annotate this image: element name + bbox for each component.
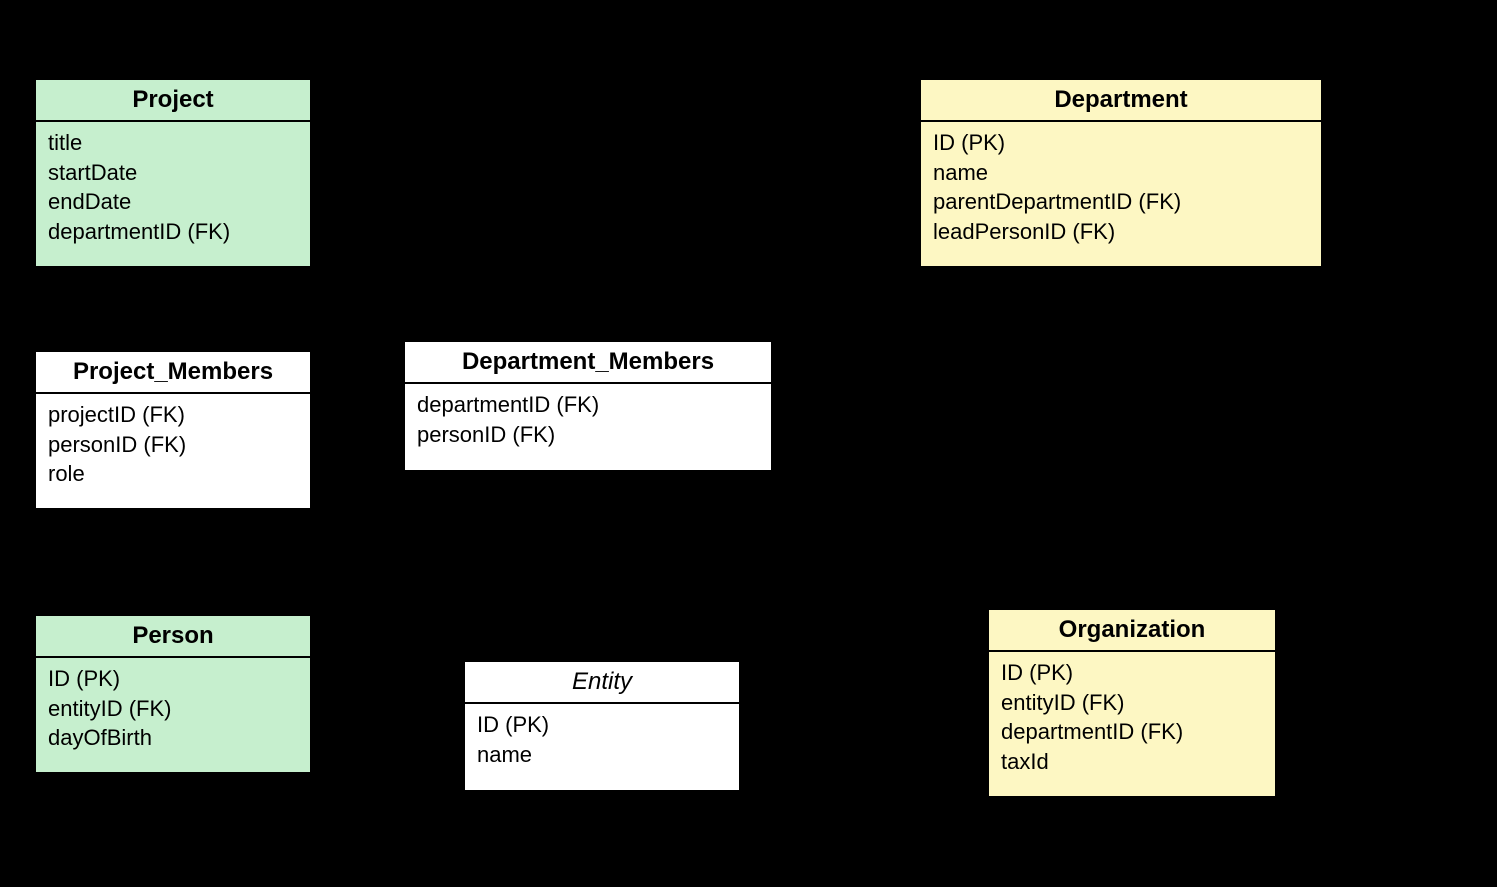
entity-attr: dayOfBirth	[48, 723, 298, 753]
entity-project-title: Project	[36, 80, 310, 122]
entity-attr: ID (PK)	[48, 664, 298, 694]
entity-project-members-title: Project_Members	[36, 352, 310, 394]
entity-entity: Entity ID (PK) name	[463, 660, 741, 792]
entity-attr: taxId	[1001, 747, 1263, 777]
entity-attr: personID (FK)	[417, 420, 759, 450]
entity-person-attrs: ID (PK) entityID (FK) dayOfBirth	[36, 658, 310, 763]
entity-entity-title: Entity	[465, 662, 739, 704]
entity-attr: entityID (FK)	[1001, 688, 1263, 718]
entity-attr: departmentID (FK)	[48, 217, 298, 247]
entity-attr: parentDepartmentID (FK)	[933, 187, 1309, 217]
entity-person: Person ID (PK) entityID (FK) dayOfBirth	[34, 614, 312, 774]
entity-department-members-title: Department_Members	[405, 342, 771, 384]
entity-project-members-attrs: projectID (FK) personID (FK) role	[36, 394, 310, 499]
entity-attr: entityID (FK)	[48, 694, 298, 724]
entity-organization-attrs: ID (PK) entityID (FK) departmentID (FK) …	[989, 652, 1275, 787]
entity-project: Project title startDate endDate departme…	[34, 78, 312, 268]
entity-attr: startDate	[48, 158, 298, 188]
entity-person-title: Person	[36, 616, 310, 658]
entity-organization: Organization ID (PK) entityID (FK) depar…	[987, 608, 1277, 798]
entity-department-members-attrs: departmentID (FK) personID (FK)	[405, 384, 771, 459]
entity-project-attrs: title startDate endDate departmentID (FK…	[36, 122, 310, 257]
entity-organization-title: Organization	[989, 610, 1275, 652]
entity-attr: departmentID (FK)	[417, 390, 759, 420]
entity-project-members: Project_Members projectID (FK) personID …	[34, 350, 312, 510]
entity-attr: projectID (FK)	[48, 400, 298, 430]
entity-attr: ID (PK)	[477, 710, 727, 740]
entity-attr: title	[48, 128, 298, 158]
entity-department: Department ID (PK) name parentDepartment…	[919, 78, 1323, 268]
entity-attr: personID (FK)	[48, 430, 298, 460]
entity-attr: ID (PK)	[1001, 658, 1263, 688]
entity-attr: name	[477, 740, 727, 770]
er-diagram-canvas: Project title startDate endDate departme…	[0, 0, 1497, 887]
entity-attr: departmentID (FK)	[1001, 717, 1263, 747]
entity-department-members: Department_Members departmentID (FK) per…	[403, 340, 773, 472]
entity-attr: ID (PK)	[933, 128, 1309, 158]
entity-department-attrs: ID (PK) name parentDepartmentID (FK) lea…	[921, 122, 1321, 257]
entity-attr: leadPersonID (FK)	[933, 217, 1309, 247]
entity-entity-attrs: ID (PK) name	[465, 704, 739, 779]
entity-attr: endDate	[48, 187, 298, 217]
entity-department-title: Department	[921, 80, 1321, 122]
entity-attr: name	[933, 158, 1309, 188]
entity-attr: role	[48, 459, 298, 489]
